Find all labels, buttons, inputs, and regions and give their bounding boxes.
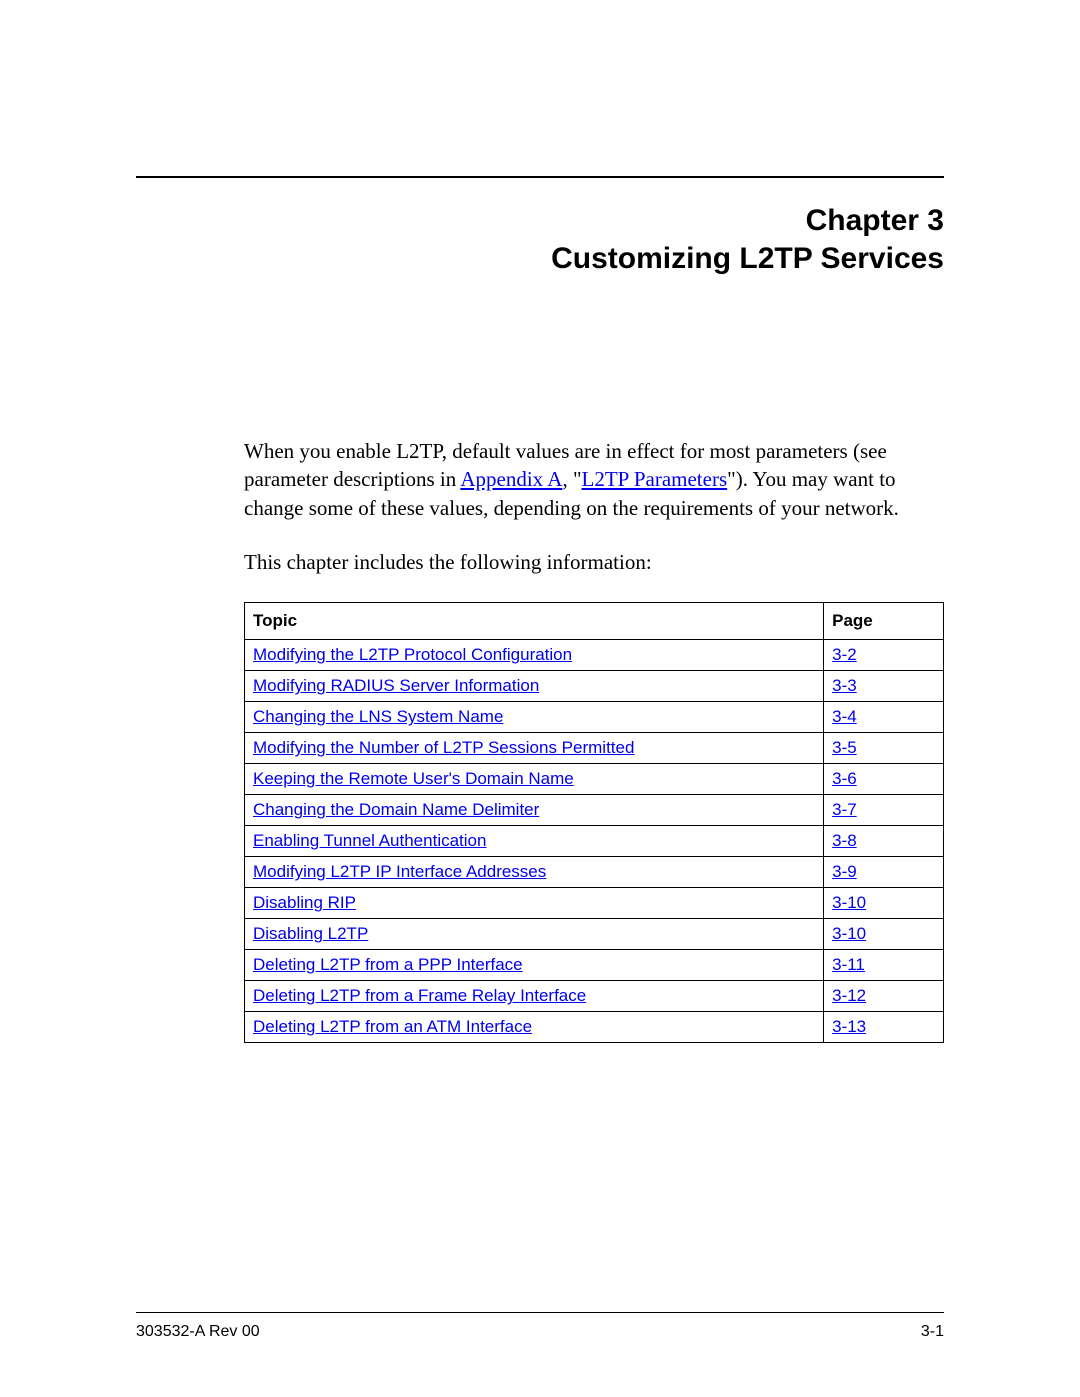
toc-topic-cell: Modifying RADIUS Server Information xyxy=(245,671,824,702)
toc-page-cell: 3-12 xyxy=(824,981,944,1012)
toc-topic-link[interactable]: Deleting L2TP from an ATM Interface xyxy=(253,1017,532,1036)
toc-topic-cell: Keeping the Remote User's Domain Name xyxy=(245,764,824,795)
appendix-link[interactable]: Appendix A xyxy=(460,467,562,491)
chapter-heading: Chapter 3 Customizing L2TP Services xyxy=(136,202,944,277)
toc-row: Disabling RIP 3-10 xyxy=(245,888,944,919)
toc-page-link[interactable]: 3-11 xyxy=(832,955,865,974)
toc-page-cell: 3-11 xyxy=(824,950,944,981)
toc-table: Topic Page Modifying the L2TP Protocol C… xyxy=(244,602,944,1043)
toc-row: Enabling Tunnel Authentication 3-8 xyxy=(245,826,944,857)
toc-page-link[interactable]: 3-10 xyxy=(832,893,866,912)
toc-topic-link[interactable]: Deleting L2TP from a Frame Relay Interfa… xyxy=(253,986,586,1005)
toc-page-cell: 3-8 xyxy=(824,826,944,857)
toc-topic-cell: Modifying the L2TP Protocol Configuratio… xyxy=(245,640,824,671)
toc-page-link[interactable]: 3-13 xyxy=(832,1017,866,1036)
toc-page-cell: 3-10 xyxy=(824,888,944,919)
chapter-title: Customizing L2TP Services xyxy=(136,240,944,278)
toc-topic-link[interactable]: Changing the Domain Name Delimiter xyxy=(253,800,539,819)
page-container: Chapter 3 Customizing L2TP Services When… xyxy=(0,0,1080,1397)
toc-page-link[interactable]: 3-6 xyxy=(832,769,857,788)
chapter-label: Chapter 3 xyxy=(136,202,944,240)
toc-page-link[interactable]: 3-7 xyxy=(832,800,857,819)
toc-page-cell: 3-5 xyxy=(824,733,944,764)
toc-row: Modifying RADIUS Server Information 3-3 xyxy=(245,671,944,702)
toc-topic-cell: Deleting L2TP from a Frame Relay Interfa… xyxy=(245,981,824,1012)
toc-page-cell: 3-10 xyxy=(824,919,944,950)
page-number: 3-1 xyxy=(921,1323,944,1341)
toc-topic-cell: Modifying the Number of L2TP Sessions Pe… xyxy=(245,733,824,764)
toc-page-cell: 3-13 xyxy=(824,1012,944,1043)
page-footer: 303532-A Rev 00 3-1 xyxy=(136,1312,944,1341)
toc-row: Deleting L2TP from an ATM Interface 3-13 xyxy=(245,1012,944,1043)
toc-page-cell: 3-2 xyxy=(824,640,944,671)
toc-row: Modifying the L2TP Protocol Configuratio… xyxy=(245,640,944,671)
toc-topic-link[interactable]: Changing the LNS System Name xyxy=(253,707,503,726)
toc-row: Changing the Domain Name Delimiter 3-7 xyxy=(245,795,944,826)
toc-topic-link[interactable]: Modifying L2TP IP Interface Addresses xyxy=(253,862,546,881)
toc-page-link[interactable]: 3-10 xyxy=(832,924,866,943)
toc-page-link[interactable]: 3-3 xyxy=(832,676,857,695)
footer-row: 303532-A Rev 00 3-1 xyxy=(136,1323,944,1341)
toc-page-cell: 3-7 xyxy=(824,795,944,826)
toc-header-page: Page xyxy=(824,603,944,640)
doc-reference: 303532-A Rev 00 xyxy=(136,1323,260,1341)
toc-topic-link[interactable]: Modifying the Number of L2TP Sessions Pe… xyxy=(253,738,634,757)
toc-row: Deleting L2TP from a Frame Relay Interfa… xyxy=(245,981,944,1012)
toc-topic-cell: Changing the LNS System Name xyxy=(245,702,824,733)
toc-topic-link[interactable]: Enabling Tunnel Authentication xyxy=(253,831,486,850)
toc-page-link[interactable]: 3-2 xyxy=(832,645,857,664)
toc-topic-cell: Disabling RIP xyxy=(245,888,824,919)
intro-text-between: , " xyxy=(562,467,581,491)
toc-page-cell: 3-4 xyxy=(824,702,944,733)
toc-page-link[interactable]: 3-8 xyxy=(832,831,857,850)
toc-row: Disabling L2TP 3-10 xyxy=(245,919,944,950)
toc-topic-link[interactable]: Modifying RADIUS Server Information xyxy=(253,676,539,695)
toc-header-row: Topic Page xyxy=(245,603,944,640)
toc-page-cell: 3-3 xyxy=(824,671,944,702)
toc-page-cell: 3-6 xyxy=(824,764,944,795)
toc-page-cell: 3-9 xyxy=(824,857,944,888)
toc-topic-cell: Deleting L2TP from an ATM Interface xyxy=(245,1012,824,1043)
top-rule xyxy=(136,176,944,178)
toc-topic-link[interactable]: Disabling RIP xyxy=(253,893,356,912)
toc-topic-link[interactable]: Disabling L2TP xyxy=(253,924,368,943)
toc-topic-cell: Deleting L2TP from a PPP Interface xyxy=(245,950,824,981)
intro-paragraph-2: This chapter includes the following info… xyxy=(244,548,944,576)
toc-topic-link[interactable]: Deleting L2TP from a PPP Interface xyxy=(253,955,523,974)
toc-topic-link[interactable]: Keeping the Remote User's Domain Name xyxy=(253,769,574,788)
toc-topic-cell: Enabling Tunnel Authentication xyxy=(245,826,824,857)
toc-row: Changing the LNS System Name 3-4 xyxy=(245,702,944,733)
toc-topic-cell: Changing the Domain Name Delimiter xyxy=(245,795,824,826)
toc-page-link[interactable]: 3-12 xyxy=(832,986,866,1005)
parameters-link[interactable]: L2TP Parameters xyxy=(582,467,728,491)
toc-topic-link[interactable]: Modifying the L2TP Protocol Configuratio… xyxy=(253,645,572,664)
intro-paragraph-1: When you enable L2TP, default values are… xyxy=(244,437,944,522)
toc-page-link[interactable]: 3-9 xyxy=(832,862,857,881)
toc-row: Keeping the Remote User's Domain Name 3-6 xyxy=(245,764,944,795)
toc-row: Deleting L2TP from a PPP Interface 3-11 xyxy=(245,950,944,981)
toc-topic-cell: Modifying L2TP IP Interface Addresses xyxy=(245,857,824,888)
toc-topic-cell: Disabling L2TP xyxy=(245,919,824,950)
footer-rule xyxy=(136,1312,944,1313)
toc-header-topic: Topic xyxy=(245,603,824,640)
toc-page-link[interactable]: 3-4 xyxy=(832,707,857,726)
toc-page-link[interactable]: 3-5 xyxy=(832,738,857,757)
toc-row: Modifying L2TP IP Interface Addresses 3-9 xyxy=(245,857,944,888)
toc-row: Modifying the Number of L2TP Sessions Pe… xyxy=(245,733,944,764)
